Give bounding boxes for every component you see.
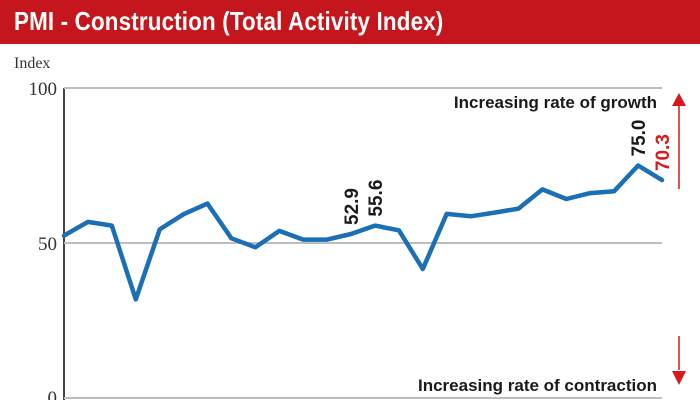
growth-annotation: Increasing rate of growth [454,93,657,112]
title-bar: PMI - Construction (Total Activity Index… [0,0,700,44]
data-labels: 52.9 55.6 75.0 70.3 [342,120,674,225]
series-line [61,163,665,302]
y-tick-100: 100 [29,79,58,100]
y-tick-0: 0 [48,388,58,400]
data-label-52-9: 52.9 [342,188,363,225]
growth-arrow [672,93,686,189]
data-label-70-3: 70.3 [653,134,674,171]
y-tick-50: 50 [38,234,57,255]
y-axis-label: Index [14,55,50,72]
contraction-annotation: Increasing rate of contraction [418,376,657,395]
line-chart: Index 100 50 0 52.9 55.6 75.0 70.3 Increasi… [14,55,686,400]
data-label-75-0: 75.0 [629,120,650,157]
contraction-arrow [672,336,686,385]
data-label-55-6: 55.6 [366,180,387,217]
chart-title: PMI - Construction (Total Activity Index… [14,6,444,36]
